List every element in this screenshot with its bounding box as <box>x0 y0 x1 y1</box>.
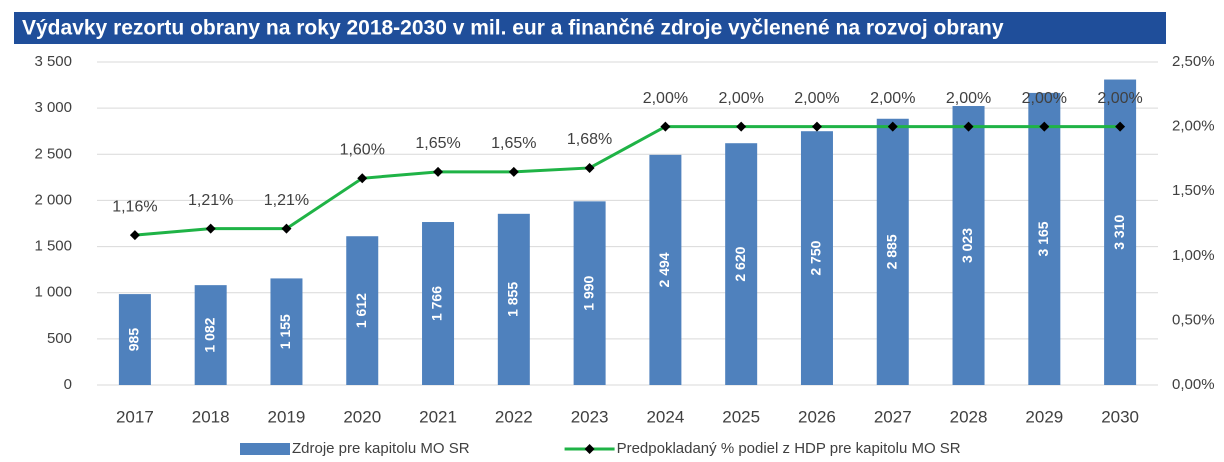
bar <box>952 106 985 385</box>
line-marker <box>887 121 898 132</box>
bar-value-label: 3 023 <box>959 228 975 263</box>
line-marker <box>963 121 974 132</box>
line-marker <box>736 121 747 132</box>
line-value-label: 1,21% <box>264 192 309 209</box>
bar-value-label: 2 494 <box>656 252 672 287</box>
x-tick-label: 2026 <box>798 407 836 426</box>
x-tick-label: 2017 <box>116 407 154 426</box>
line-value-label: 1,16% <box>112 198 157 215</box>
legend-label: Zdroje pre kapitolu MO SR <box>292 440 470 457</box>
line-value-label: 1,60% <box>340 141 385 158</box>
y2-tick-label: 1,00% <box>1172 247 1215 264</box>
line-value-label: 2,00% <box>643 90 688 107</box>
bar-value-label: 1 082 <box>201 317 217 352</box>
line-value-label: 1,65% <box>415 135 460 152</box>
line-marker <box>508 166 519 177</box>
y2-tick-label: 2,00% <box>1172 118 1215 135</box>
line-value-label: 1,68% <box>567 131 612 148</box>
bar-value-label: 1 155 <box>277 314 293 349</box>
x-tick-label: 2019 <box>268 407 306 426</box>
bar-value-label: 1 766 <box>429 286 445 321</box>
chart-title: Výdavky rezortu obrany na roky 2018-2030… <box>22 17 1004 40</box>
bar <box>1028 92 1061 385</box>
x-tick-label: 2028 <box>950 407 988 426</box>
y-tick-label: 2 500 <box>34 145 72 162</box>
legend-marker <box>584 444 595 454</box>
bar-value-label: 2 620 <box>732 246 748 281</box>
legend-label: Predpokladaný % podiel z HDP pre kapitol… <box>617 440 961 457</box>
line-value-label: 2,00% <box>946 90 991 107</box>
x-tick-label: 2022 <box>495 407 533 426</box>
bar <box>876 118 909 386</box>
y-tick-label: 3 000 <box>34 99 72 116</box>
bar <box>573 201 606 385</box>
y-tick-label: 1 000 <box>34 284 72 301</box>
y2-tick-label: 2,50% <box>1172 53 1215 70</box>
y-tick-label: 1 500 <box>34 238 72 255</box>
line-value-label: 2,00% <box>794 90 839 107</box>
y-tick-label: 3 500 <box>34 53 72 70</box>
bar <box>649 154 682 385</box>
x-tick-label: 2024 <box>646 407 684 426</box>
line <box>134 125 1121 237</box>
bar <box>497 213 530 385</box>
bar-value-label: 3 310 <box>1111 215 1127 250</box>
line-value-label: 2,00% <box>718 90 763 107</box>
line-marker <box>433 166 444 177</box>
bar <box>194 285 227 385</box>
x-tick-label: 2027 <box>874 407 912 426</box>
y-tick-label: 500 <box>47 330 72 347</box>
y2-tick-label: 1,50% <box>1172 182 1215 199</box>
bar-value-label: 2 750 <box>808 240 824 275</box>
line-marker <box>584 162 595 173</box>
y2-tick-label: 0,50% <box>1172 311 1215 328</box>
line-marker <box>660 121 671 132</box>
y2-tick-label: 0,00% <box>1172 376 1215 393</box>
line-marker <box>811 121 822 132</box>
line-value-label: 2,00% <box>1097 90 1142 107</box>
x-tick-label: 2023 <box>571 407 609 426</box>
legend-swatch <box>240 443 290 455</box>
x-tick-label: 2025 <box>722 407 760 426</box>
x-tick-label: 2030 <box>1101 407 1139 426</box>
line-marker <box>281 223 292 234</box>
bar <box>346 236 379 385</box>
line-marker <box>357 173 368 184</box>
x-tick-label: 2021 <box>419 407 457 426</box>
line-value-label: 1,21% <box>188 192 233 209</box>
bar-value-label: 2 885 <box>883 234 899 269</box>
bar <box>118 294 151 385</box>
y-tick-label: 2 000 <box>34 191 72 208</box>
line-value-label: 1,65% <box>491 135 536 152</box>
title-banner <box>14 12 1166 44</box>
y-tick-label: 0 <box>64 376 72 393</box>
line-marker <box>1115 121 1126 132</box>
bar-value-label: 1 855 <box>505 282 521 317</box>
bar <box>725 143 758 385</box>
bar <box>422 222 455 385</box>
bar <box>270 278 303 385</box>
bar-value-label: 985 <box>126 328 142 352</box>
line-value-label: 2,00% <box>870 90 915 107</box>
x-tick-label: 2029 <box>1025 407 1063 426</box>
line-marker <box>205 223 216 234</box>
bar-value-label: 1 990 <box>580 275 596 310</box>
x-tick-label: 2018 <box>192 407 230 426</box>
line-marker <box>129 230 140 241</box>
bar <box>800 131 833 385</box>
x-tick-label: 2020 <box>343 407 381 426</box>
bar-value-label: 3 165 <box>1035 221 1051 256</box>
bar-value-label: 1 612 <box>353 293 369 328</box>
line-value-label: 2,00% <box>1022 90 1067 107</box>
line-marker <box>1039 121 1050 132</box>
